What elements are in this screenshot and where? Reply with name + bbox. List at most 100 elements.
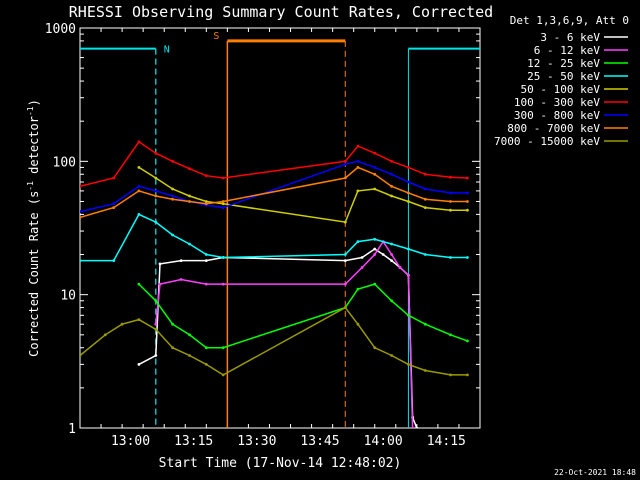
data-point	[356, 240, 360, 244]
data-point	[407, 273, 410, 277]
legend-entry-label: 12 - 25 keV	[527, 57, 600, 70]
data-point	[188, 333, 191, 337]
data-point	[137, 213, 141, 216]
data-point	[373, 172, 377, 176]
data-point	[407, 313, 410, 317]
data-point	[466, 200, 469, 203]
legend-header: Det 1,3,6,9, Att 0	[510, 14, 629, 27]
data-point	[390, 242, 393, 246]
data-point	[80, 259, 82, 262]
data-point	[466, 339, 469, 343]
data-point	[154, 327, 158, 331]
legend-entry-label: 7000 - 15000 keV	[494, 135, 600, 148]
series-1	[154, 240, 414, 428]
data-point	[356, 322, 360, 326]
legend-entry-label: 3 - 6 keV	[540, 31, 600, 44]
data-point	[343, 220, 347, 224]
data-point	[381, 253, 385, 256]
data-point	[171, 197, 175, 201]
series-line	[138, 283, 468, 349]
x-axis-label: Start Time (17-Nov-14 12:48:02)	[159, 456, 402, 471]
night-flag-label: N	[164, 45, 170, 56]
data-point	[221, 256, 225, 259]
data-point	[390, 354, 393, 357]
data-point	[158, 282, 162, 286]
data-point	[204, 363, 208, 366]
data-point	[179, 259, 183, 262]
series-line	[138, 248, 418, 428]
data-point	[449, 256, 452, 259]
series-4	[137, 166, 469, 224]
legend-entry-label: 800 - 7000 keV	[507, 122, 600, 135]
data-point	[373, 151, 377, 155]
data-point	[449, 175, 452, 179]
y-axis-label: Corrected Count Rate (s-1 detector-1)	[26, 99, 41, 357]
data-point	[423, 197, 427, 201]
data-point	[120, 322, 124, 326]
data-point	[449, 333, 452, 337]
y-tick-label: 1000	[45, 22, 76, 37]
data-point	[390, 159, 393, 163]
data-point	[411, 426, 414, 428]
data-point	[356, 144, 360, 148]
data-point	[373, 187, 377, 191]
series-line	[80, 160, 468, 213]
y-axis-label-mid: detector	[27, 116, 41, 181]
data-point	[423, 172, 427, 176]
data-point	[407, 363, 410, 366]
data-point	[449, 191, 452, 195]
data-point	[137, 282, 141, 286]
y-tick-label: 1	[68, 422, 76, 437]
data-point	[423, 322, 427, 326]
data-point	[390, 253, 393, 256]
data-point	[356, 189, 360, 193]
series-line	[155, 240, 414, 428]
legend-entry-label: 50 - 100 keV	[521, 83, 601, 96]
y-axis-label-sup1: -1	[26, 181, 35, 191]
data-point	[343, 306, 347, 309]
data-point	[204, 174, 208, 178]
data-point	[154, 176, 158, 180]
series-line	[80, 213, 468, 262]
data-point	[373, 282, 377, 286]
data-point	[137, 363, 141, 366]
data-point	[423, 369, 427, 372]
data-point	[137, 189, 141, 193]
data-point	[171, 346, 175, 350]
data-point	[356, 166, 360, 169]
data-point	[415, 426, 419, 428]
legend-entry-label: 100 - 300 keV	[514, 96, 600, 109]
data-point	[221, 176, 225, 180]
data-point	[360, 266, 364, 269]
data-point	[373, 346, 377, 350]
data-point	[398, 266, 402, 269]
data-point	[343, 259, 347, 262]
data-point	[204, 202, 208, 206]
data-point	[112, 202, 116, 206]
data-point	[137, 318, 141, 321]
x-tick-label: 13:30	[237, 434, 276, 449]
data-point	[221, 373, 225, 377]
data-point	[103, 333, 107, 337]
data-point	[373, 237, 377, 241]
series-line	[80, 166, 468, 219]
data-point	[204, 253, 208, 256]
data-point	[343, 162, 347, 166]
data-point	[466, 191, 469, 195]
data-point	[80, 184, 82, 188]
data-point	[154, 322, 158, 326]
data-point	[407, 247, 410, 251]
data-point	[407, 180, 410, 184]
data-point	[171, 159, 175, 163]
data-point	[390, 194, 393, 198]
data-point	[188, 242, 191, 246]
series-2	[137, 282, 469, 350]
series-6	[80, 159, 469, 213]
data-point	[360, 256, 364, 259]
chart-title: RHESSI Observing Summary Count Rates, Co…	[69, 3, 493, 21]
data-point	[221, 346, 225, 350]
data-point	[171, 322, 175, 326]
plot-frame	[79, 27, 481, 429]
x-tick-label: 13:00	[111, 434, 150, 449]
